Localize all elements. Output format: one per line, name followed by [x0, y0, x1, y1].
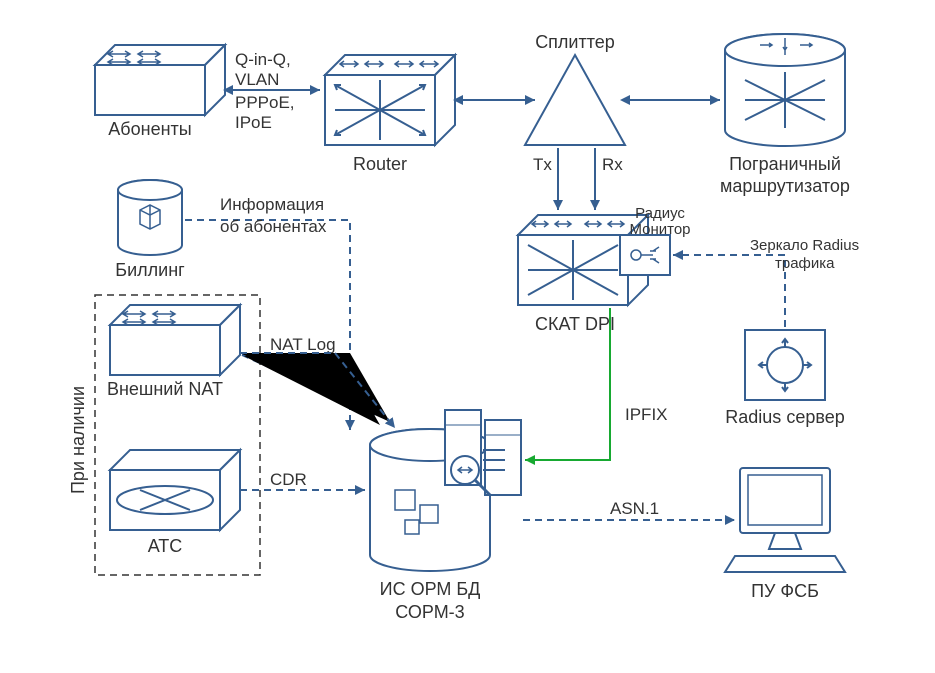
splitter-node: Сплиттер: [525, 32, 625, 145]
billing-label: Биллинг: [115, 260, 185, 280]
ext-nat-label: Внешний NAT: [107, 379, 223, 399]
edge-ipfix-label: IPFIX: [625, 405, 668, 424]
edge-radius-l1: Зеркало Radius: [750, 237, 859, 254]
sorm-db-label-1: ИС ОРМ БД: [380, 579, 481, 599]
edge-radius-monitor: [673, 255, 785, 327]
edge-nat-label: NAT Log: [270, 335, 336, 354]
billing-node: Биллинг: [115, 180, 185, 280]
edge-cdr-label: CDR: [270, 470, 307, 489]
atc-node: АТС: [110, 450, 240, 556]
subscribers-label: Абоненты: [108, 119, 191, 139]
radius-monitor-label-2: Монитор: [629, 221, 690, 238]
pu-fsb-node: ПУ ФСБ: [725, 468, 845, 601]
border-router-node: Пограничный маршрутизатор: [720, 34, 850, 196]
atc-label: АТС: [148, 536, 183, 556]
ext-nat-node: Внешний NAT: [107, 305, 240, 399]
edge-sub-router-l3: PPPoE,: [235, 93, 295, 112]
edge-sub-router-l4: IPoE: [235, 113, 272, 132]
border-router-label-1: Пограничный: [729, 154, 841, 174]
router-label: Router: [353, 154, 407, 174]
edge-asn-label: ASN.1: [610, 499, 659, 518]
edge-radius-l2: трафика: [775, 255, 835, 272]
edge-rx-label: Rx: [602, 155, 623, 174]
radius-server-label: Radius сервер: [725, 407, 844, 427]
radius-monitor-label-1: Радиус: [635, 205, 685, 222]
edge-billing-l2: об абонентах: [220, 217, 327, 236]
edge-sub-router-l2: VLAN: [235, 70, 279, 89]
edge-billing-l1: Информация: [220, 195, 324, 214]
sorm-db-node: ИС ОРМ БД СОРМ-3: [370, 410, 521, 622]
edge-tx-label: Tx: [533, 155, 552, 174]
splitter-label: Сплиттер: [535, 32, 615, 52]
presence-label: При наличии: [68, 386, 88, 494]
edge-sub-router-l1: Q-in-Q,: [235, 50, 291, 69]
radius-server-node: Radius сервер: [725, 330, 844, 427]
border-router-label-2: маршрутизатор: [720, 176, 850, 196]
sorm-db-label-2: СОРМ-3: [395, 602, 464, 622]
pu-fsb-label: ПУ ФСБ: [751, 581, 819, 601]
subscribers-node: Абоненты: [95, 45, 225, 139]
router-node: Router: [325, 55, 455, 174]
skat-dpi-label: СКАТ DPI: [535, 314, 615, 334]
